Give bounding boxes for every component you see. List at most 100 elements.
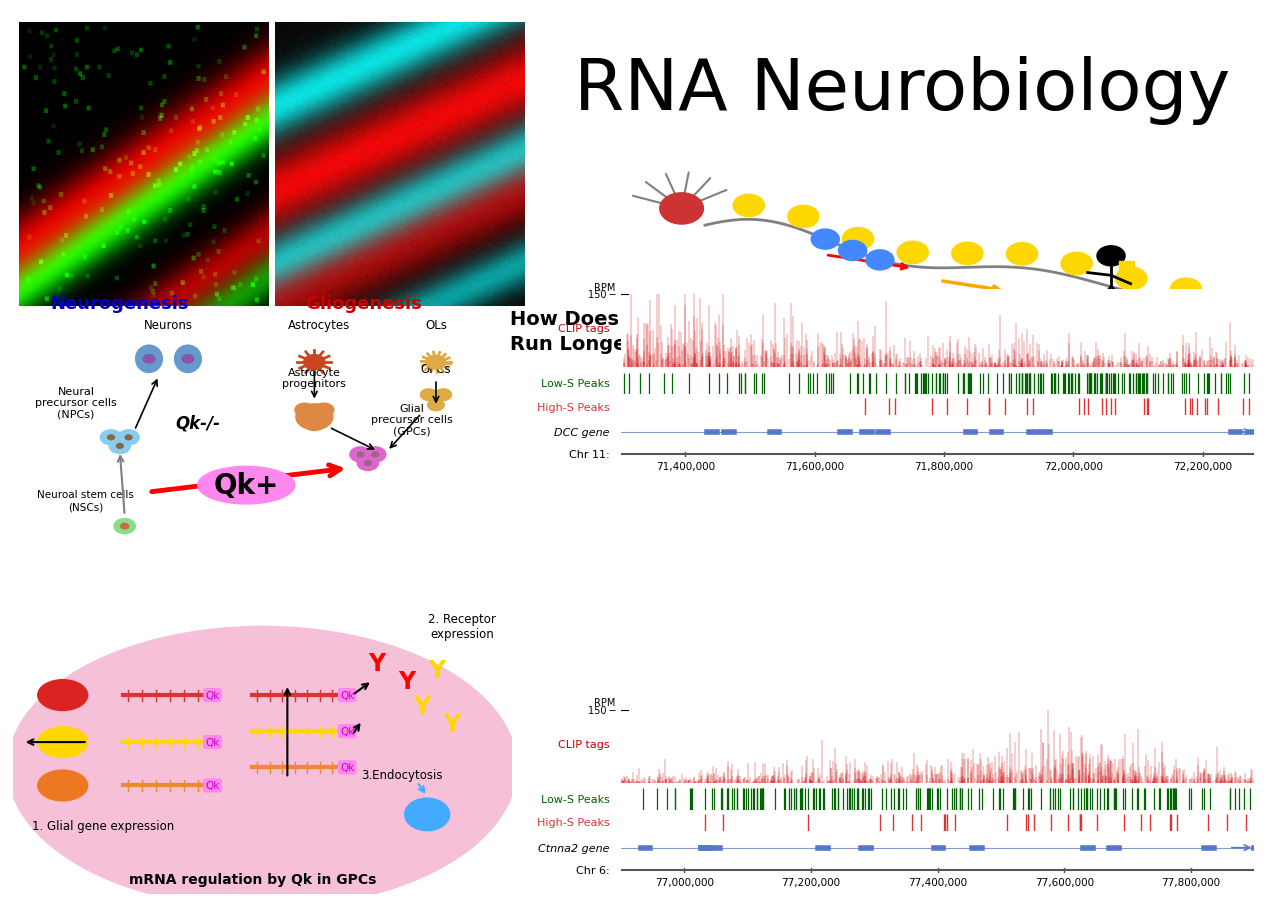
Text: Chr 6:: Chr 6: <box>576 865 611 875</box>
Circle shape <box>294 404 315 417</box>
Bar <box>1119 262 1134 274</box>
Circle shape <box>303 355 325 370</box>
Text: Neurons: Neurons <box>143 319 193 331</box>
Circle shape <box>182 355 193 364</box>
Text: High-S Peaks: High-S Peaks <box>538 817 611 827</box>
Text: 150 ─: 150 ─ <box>588 705 616 715</box>
Circle shape <box>897 242 928 265</box>
Text: Y: Y <box>429 658 445 682</box>
Circle shape <box>125 435 132 441</box>
Bar <box>1233 319 1247 329</box>
Text: 77,800,000: 77,800,000 <box>1161 877 1221 887</box>
Text: 77,400,000: 77,400,000 <box>908 877 968 887</box>
Ellipse shape <box>197 467 294 505</box>
Circle shape <box>143 355 155 364</box>
Ellipse shape <box>38 727 87 758</box>
Text: Qk: Qk <box>205 737 220 748</box>
Ellipse shape <box>136 346 163 373</box>
Text: Ctnna2 gene: Ctnna2 gene <box>539 842 611 852</box>
Circle shape <box>1206 303 1234 322</box>
Text: Low-S Peaks: Low-S Peaks <box>541 794 611 805</box>
Circle shape <box>787 206 819 228</box>
Circle shape <box>120 524 128 529</box>
Circle shape <box>114 519 136 534</box>
Text: RPM: RPM <box>594 698 616 708</box>
Circle shape <box>428 400 444 411</box>
Text: 77,200,000: 77,200,000 <box>781 877 841 887</box>
Text: Y: Y <box>443 712 461 736</box>
Ellipse shape <box>38 770 87 801</box>
Circle shape <box>116 444 123 449</box>
Ellipse shape <box>174 346 201 373</box>
Text: 77,600,000: 77,600,000 <box>1034 877 1094 887</box>
Text: 3.Endocytosis: 3.Endocytosis <box>361 768 443 781</box>
Text: Astrocyte
progenitors: Astrocyte progenitors <box>283 368 347 388</box>
Text: 2. Receptor
expression: 2. Receptor expression <box>428 612 497 640</box>
Text: OLs: OLs <box>425 319 447 331</box>
Text: CLIP tags: CLIP tags <box>558 739 611 749</box>
Circle shape <box>420 389 436 401</box>
Text: OPCs: OPCs <box>421 363 452 376</box>
Text: Qk+: Qk+ <box>214 471 279 499</box>
Circle shape <box>812 230 840 250</box>
Circle shape <box>349 447 371 462</box>
Text: RNA Neurobiology: RNA Neurobiology <box>575 56 1230 125</box>
Circle shape <box>357 452 364 457</box>
Circle shape <box>1170 279 1202 301</box>
Text: Chr 11:: Chr 11: <box>570 450 611 460</box>
Text: Neural
precursor cells
(NPCs): Neural precursor cells (NPCs) <box>35 386 116 419</box>
Text: Glial
precursor cells
(GPCs): Glial precursor cells (GPCs) <box>371 404 453 436</box>
Text: Neurogenesis: Neurogenesis <box>50 294 189 312</box>
Text: 72,200,000: 72,200,000 <box>1172 461 1233 471</box>
Circle shape <box>865 250 893 271</box>
Circle shape <box>100 431 122 445</box>
Circle shape <box>357 456 379 471</box>
Text: High-S Peaks: High-S Peaks <box>538 402 611 412</box>
Text: 77,000,000: 77,000,000 <box>654 877 714 887</box>
Circle shape <box>1116 268 1147 290</box>
Text: mRNA regulation by Qk in GPCs: mRNA regulation by Qk in GPCs <box>129 872 376 887</box>
Text: DCC gene: DCC gene <box>554 427 611 437</box>
Circle shape <box>842 228 874 250</box>
Ellipse shape <box>8 627 517 903</box>
Text: 71,600,000: 71,600,000 <box>785 461 845 471</box>
Text: Gliogenesis: Gliogenesis <box>305 294 421 312</box>
Circle shape <box>296 405 333 431</box>
Circle shape <box>108 435 114 441</box>
Circle shape <box>315 404 334 417</box>
Circle shape <box>435 389 452 401</box>
Circle shape <box>659 193 704 225</box>
Text: CLIP tags: CLIP tags <box>558 323 611 333</box>
Text: Qk: Qk <box>340 690 355 701</box>
Circle shape <box>109 439 131 454</box>
Circle shape <box>365 447 385 462</box>
Text: Y: Y <box>413 694 431 718</box>
Circle shape <box>1061 253 1092 275</box>
Text: 71,400,000: 71,400,000 <box>655 461 716 471</box>
Circle shape <box>404 798 449 831</box>
Text: 150 ─: 150 ─ <box>588 290 616 300</box>
Circle shape <box>1006 244 1038 265</box>
Text: Qk: Qk <box>205 690 220 701</box>
Text: Y: Y <box>369 651 385 675</box>
Circle shape <box>733 195 764 218</box>
Text: 71,800,000: 71,800,000 <box>914 461 974 471</box>
Circle shape <box>838 241 867 261</box>
Text: 1. Glial gene expression: 1. Glial gene expression <box>32 819 174 832</box>
Circle shape <box>952 243 983 265</box>
Text: How Does Pol II
Run Longer ?: How Does Pol II Run Longer ? <box>509 310 681 354</box>
Text: Qk: Qk <box>205 780 220 791</box>
Text: Qk: Qk <box>340 762 355 773</box>
Circle shape <box>1097 247 1125 266</box>
Text: Neuroal stem cells
(NSCs): Neuroal stem cells (NSCs) <box>37 490 134 511</box>
Text: Y: Y <box>398 669 416 693</box>
Ellipse shape <box>38 680 87 711</box>
Text: Qk: Qk <box>340 726 355 737</box>
Text: RPM: RPM <box>594 283 616 293</box>
Text: Astrocytes: Astrocytes <box>288 319 351 331</box>
Text: Low-S Peaks: Low-S Peaks <box>541 378 611 389</box>
Text: 72,000,000: 72,000,000 <box>1044 461 1103 471</box>
Circle shape <box>305 417 324 431</box>
Circle shape <box>365 461 371 466</box>
Circle shape <box>371 452 379 457</box>
